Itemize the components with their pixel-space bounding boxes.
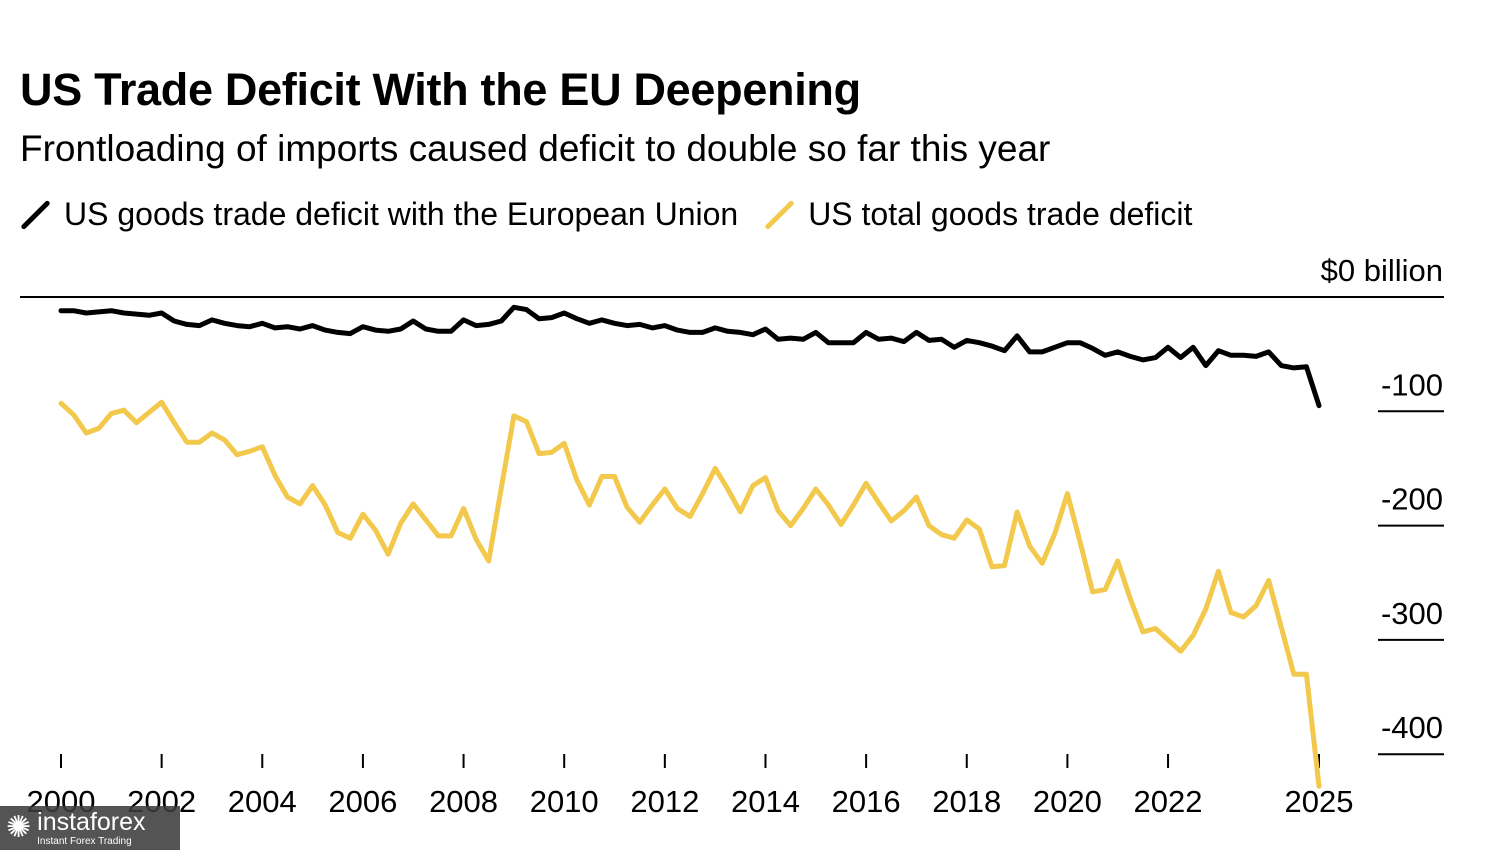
chart-subtitle: Frontloading of imports caused deficit t… — [20, 128, 1051, 169]
watermark: ✺ instaforex Instant Forex Trading — [0, 806, 180, 850]
x-tick-label: 2022 — [1134, 784, 1203, 819]
series-line-total-deficit — [58, 399, 1322, 789]
x-axis: 2000 2002 2004 2006 2008 2010 2012 2014 2016 2018… — [27, 754, 1354, 819]
y-axis: $0 billion -100 -200 -300 -400 — [20, 253, 1444, 756]
legend: US goods trade deficit with the European… — [20, 192, 1218, 236]
watermark-tagline: Instant Forex Trading — [37, 835, 132, 847]
series-layer — [58, 304, 1322, 789]
y-tick-label: -200 — [1381, 482, 1443, 517]
x-tick-label: 2014 — [731, 784, 800, 819]
y-tick-label: $0 billion — [1321, 253, 1443, 288]
x-tick-label: 2004 — [228, 784, 297, 819]
x-tick-label: 2008 — [429, 784, 498, 819]
y-tick-label: -100 — [1381, 367, 1443, 402]
x-tick-label: 2018 — [932, 784, 1001, 819]
y-tick-label: -400 — [1381, 710, 1443, 745]
x-tick-label: 2010 — [530, 784, 599, 819]
watermark-text: instaforex Instant Forex Trading — [37, 807, 146, 847]
series-line-eu-deficit — [58, 304, 1322, 409]
watermark-name: instaforex — [37, 807, 146, 836]
instaforex-logo-icon: ✺ — [6, 811, 32, 844]
legend-item-total: US total goods trade deficit — [764, 196, 1192, 233]
legend-item-eu: US goods trade deficit with the European… — [20, 196, 738, 233]
x-tick-label: 2025 — [1285, 784, 1354, 819]
y-tick-label: -300 — [1381, 596, 1443, 631]
x-tick-label: 2020 — [1033, 784, 1102, 819]
x-tick-label: 2016 — [832, 784, 901, 819]
x-tick-label: 2012 — [630, 784, 699, 819]
x-tick-label: 2006 — [328, 784, 397, 819]
legend-label-total: US total goods trade deficit — [808, 195, 1193, 232]
chart-title: US Trade Deficit With the EU Deepening — [20, 64, 861, 115]
legend-label-eu: US goods trade deficit with the European… — [64, 195, 739, 232]
